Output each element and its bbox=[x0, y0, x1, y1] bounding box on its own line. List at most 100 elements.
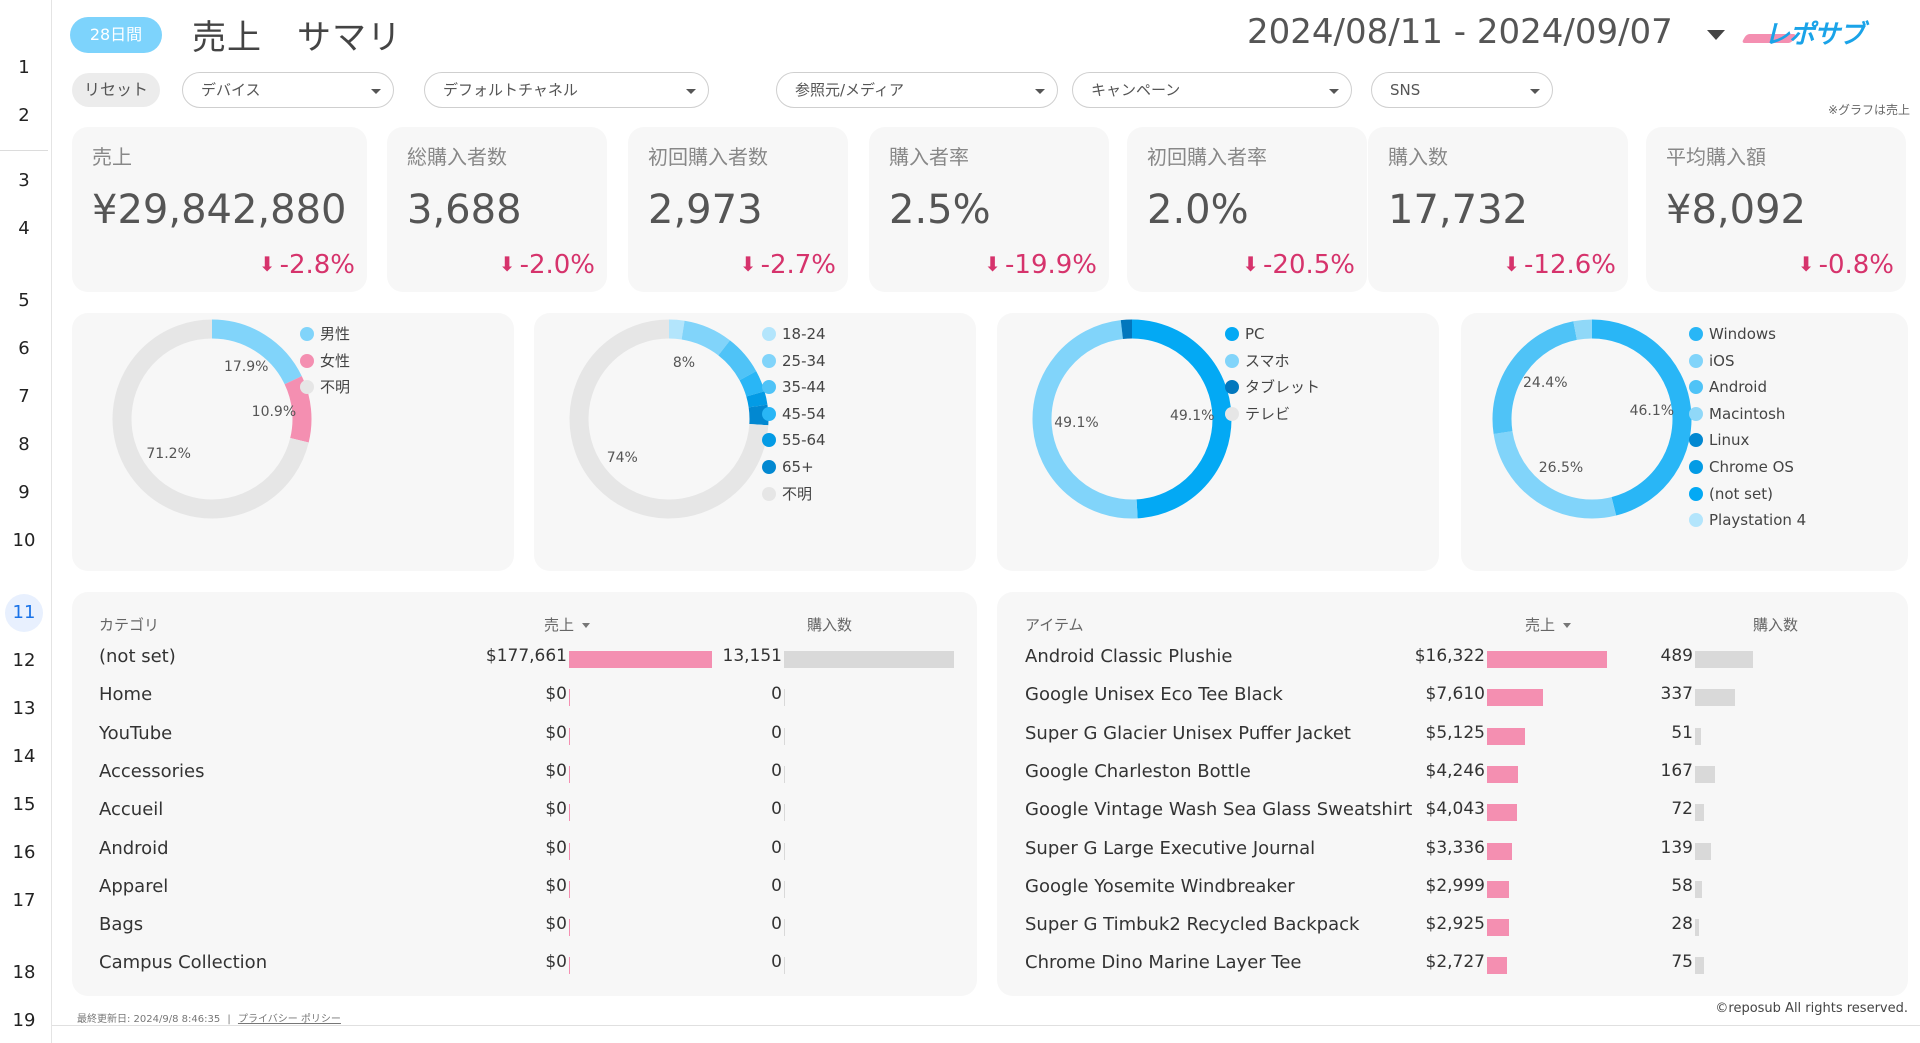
column-header-sales[interactable]: 売上 bbox=[544, 614, 591, 635]
filter-source-medium[interactable]: 参照元/メディア bbox=[776, 72, 1058, 108]
column-header-purchases[interactable]: 購入数 bbox=[807, 616, 853, 634]
chevron-down-icon bbox=[1530, 89, 1540, 94]
donut-slice[interactable] bbox=[681, 320, 730, 356]
table-row[interactable]: Google Charleston Bottle $4,246 167 bbox=[997, 756, 1908, 786]
legend-label: Windows bbox=[1709, 325, 1776, 343]
donut-slice[interactable] bbox=[746, 391, 768, 408]
legend-item[interactable]: 25-34 bbox=[762, 348, 826, 375]
table-row[interactable]: Android Classic Plushie $16,322 489 bbox=[997, 641, 1908, 671]
privacy-policy-link[interactable]: プライバシー ポリシー bbox=[237, 1014, 341, 1025]
legend-item[interactable]: Playstation 4 bbox=[1689, 507, 1806, 534]
table-row[interactable]: Super G Timbuk2 Recycled Backpack $2,925 2… bbox=[997, 909, 1908, 939]
row-name: Android bbox=[99, 837, 169, 859]
legend-item[interactable]: タブレット bbox=[1225, 374, 1320, 401]
donut-slice[interactable] bbox=[739, 371, 765, 397]
table-row[interactable]: Chrome Dino Marine Layer Tee $2,727 75 bbox=[997, 947, 1908, 977]
legend-item[interactable]: 男性 bbox=[300, 321, 350, 348]
table-row[interactable]: YouTube $0 0 bbox=[72, 718, 977, 748]
legend-item[interactable]: 45-54 bbox=[762, 401, 826, 428]
table-row[interactable]: Bags $0 0 bbox=[72, 909, 977, 939]
gutter-divider bbox=[0, 150, 48, 151]
donut-slice[interactable] bbox=[284, 376, 312, 443]
row-sales: $0 bbox=[545, 799, 567, 820]
legend-item[interactable]: 女性 bbox=[300, 348, 350, 375]
table-row[interactable]: Android $0 0 bbox=[72, 833, 977, 863]
row-sales: $0 bbox=[545, 722, 567, 743]
row-purchases: 0 bbox=[771, 952, 782, 973]
filter-label: デフォルトチャネル bbox=[443, 81, 578, 99]
legend-item[interactable]: 35-44 bbox=[762, 374, 826, 401]
legend-item[interactable]: Windows bbox=[1689, 321, 1806, 348]
filter-sns[interactable]: SNS bbox=[1371, 72, 1553, 108]
slice-label: 71.2% bbox=[146, 445, 191, 462]
legend-item[interactable]: Android bbox=[1689, 374, 1806, 401]
donut-slice[interactable] bbox=[1131, 319, 1232, 519]
row-name: Super G Large Executive Journal bbox=[1025, 837, 1316, 859]
table-row[interactable]: Super G Large Executive Journal $3,336 139 bbox=[997, 833, 1908, 863]
table-row[interactable]: Campus Collection $0 0 bbox=[72, 947, 977, 977]
donut-slice[interactable] bbox=[1573, 319, 1593, 340]
sales-bar bbox=[1487, 804, 1517, 822]
table-row[interactable]: Google Yosemite Windbreaker $2,999 58 bbox=[997, 871, 1908, 901]
period-badge[interactable]: 28日間 bbox=[70, 17, 162, 53]
filter-campaign[interactable]: キャンペーン bbox=[1072, 72, 1352, 108]
table-row[interactable]: Super G Glacier Unisex Puffer Jacket $5,1… bbox=[997, 718, 1908, 748]
table-row[interactable]: Accessories $0 0 bbox=[72, 756, 977, 786]
row-number: 7 bbox=[18, 386, 30, 407]
donut-slice[interactable] bbox=[748, 404, 769, 426]
sales-bar bbox=[1487, 842, 1512, 860]
kpi-label: 購入者率 bbox=[889, 145, 969, 169]
donut-slice[interactable] bbox=[1493, 430, 1617, 519]
down-arrow-icon: ⬇ bbox=[739, 252, 757, 276]
table-row[interactable]: Google Unisex Eco Tee Black $7,610 337 bbox=[997, 679, 1908, 709]
legend-item[interactable]: (not set) bbox=[1689, 481, 1806, 508]
table-row[interactable]: Google Vintage Wash Sea Glass Sweatshirt… bbox=[997, 794, 1908, 824]
slice-label: 24.4% bbox=[1523, 375, 1568, 392]
donut-slice[interactable] bbox=[1120, 319, 1133, 340]
reset-button[interactable]: リセット bbox=[72, 73, 160, 107]
column-header-purchases[interactable]: 購入数 bbox=[1753, 616, 1799, 634]
table-row[interactable]: Apparel $0 0 bbox=[72, 871, 977, 901]
table-row[interactable]: (not set) $177,661 13,151 bbox=[72, 641, 977, 671]
row-sales: $0 bbox=[545, 952, 567, 973]
legend-item[interactable]: 不明 bbox=[300, 374, 350, 401]
date-range-dropdown-icon[interactable] bbox=[1707, 30, 1725, 40]
donut-slice[interactable] bbox=[1591, 319, 1692, 516]
donut-slice[interactable] bbox=[569, 319, 769, 519]
donut-slice[interactable] bbox=[718, 340, 757, 381]
donut-slice[interactable] bbox=[112, 319, 309, 519]
page-title: 売上 サマリ bbox=[192, 18, 402, 58]
row-name: Google Unisex Eco Tee Black bbox=[1025, 684, 1283, 706]
kpi-change-value: -2.8% bbox=[279, 250, 355, 280]
legend-label: Macintosh bbox=[1709, 404, 1786, 423]
column-header-sales[interactable]: 売上 bbox=[1525, 614, 1572, 635]
table-row[interactable]: Home $0 0 bbox=[72, 679, 977, 709]
donut-slice[interactable] bbox=[668, 319, 685, 340]
legend-item[interactable]: テレビ bbox=[1225, 401, 1320, 428]
row-sales: $2,999 bbox=[1425, 875, 1485, 896]
row-purchases: 139 bbox=[1660, 837, 1693, 858]
legend-item[interactable]: 65+ bbox=[762, 454, 826, 481]
legend-item[interactable]: iOS bbox=[1689, 348, 1806, 375]
row-purchases: 0 bbox=[771, 684, 782, 705]
legend-item[interactable]: PC bbox=[1225, 321, 1320, 348]
donut-card-device: 49.1% 49.1% PC スマホ タブレット テレビ bbox=[997, 313, 1439, 571]
legend-item[interactable]: スマホ bbox=[1225, 348, 1320, 375]
table-row[interactable]: Accueil $0 0 bbox=[72, 794, 977, 824]
legend-item[interactable]: Chrome OS bbox=[1689, 454, 1806, 481]
donut-slice[interactable] bbox=[211, 319, 302, 385]
row-sales: $2,925 bbox=[1425, 914, 1485, 935]
legend-item[interactable]: 55-64 bbox=[762, 427, 826, 454]
donut-slice[interactable] bbox=[1032, 320, 1138, 519]
legend-item[interactable]: Linux bbox=[1689, 427, 1806, 454]
kpi-change-value: -20.5% bbox=[1263, 250, 1355, 280]
donut-slice[interactable] bbox=[1492, 321, 1578, 434]
filter-default-channel[interactable]: デフォルトチャネル bbox=[424, 72, 709, 108]
legend-item[interactable]: 18-24 bbox=[762, 321, 826, 348]
filter-device[interactable]: デバイス bbox=[182, 72, 394, 108]
date-range[interactable]: 2024/08/11 - 2024/09/07 bbox=[1247, 12, 1673, 52]
kpi-card-purchases: 購入数 17,732 ⬇ -12.6% bbox=[1368, 127, 1628, 292]
legend-item[interactable]: Macintosh bbox=[1689, 401, 1806, 428]
legend-item[interactable]: 不明 bbox=[762, 481, 826, 508]
row-number-active[interactable]: 11 bbox=[5, 594, 43, 632]
